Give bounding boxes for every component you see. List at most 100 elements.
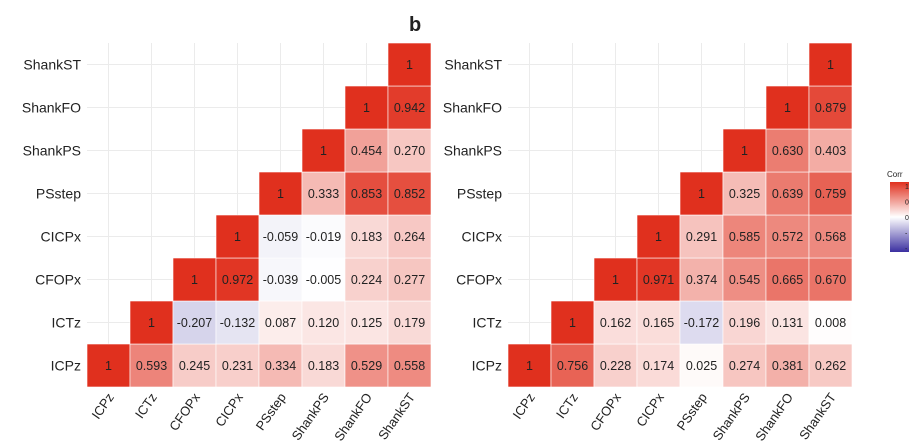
heatmap-cell — [808, 214, 853, 259]
panel-a: a10.5930.2450.2310.3340.1830.5290.5581-0… — [22, 42, 432, 444]
cell-value-label: 1 — [363, 101, 370, 115]
cell-value-label: -0.059 — [263, 230, 298, 244]
cell-value-label: 0.630 — [772, 144, 803, 158]
x-tick-label: ShankFO — [752, 390, 796, 444]
x-tick-label: ShankPS — [710, 390, 754, 443]
heatmap-cell — [679, 214, 724, 259]
y-tick-label: ShankPS — [23, 143, 81, 159]
cell-value-label: -0.172 — [684, 316, 719, 330]
cell-value-label: 1 — [406, 58, 413, 72]
x-tick-label: ShankST — [375, 390, 418, 442]
y-tick-label: ShankST — [23, 57, 81, 73]
heatmap-cell — [215, 214, 260, 259]
heatmap-cell — [636, 300, 681, 345]
heatmap-cell — [258, 343, 303, 388]
cell-value-label: -0.207 — [177, 316, 212, 330]
heatmap-cell — [765, 128, 810, 173]
cell-value-label: 0.224 — [351, 273, 382, 287]
x-tick-label: ShankFO — [331, 390, 375, 444]
y-tick-label: ShankFO — [22, 100, 81, 116]
heatmap-cell — [387, 214, 432, 259]
y-tick-label: CICPx — [41, 229, 81, 245]
heatmap-cell — [765, 343, 810, 388]
x-tick-label: CICPx — [212, 390, 246, 430]
cell-value-label: 0.196 — [729, 316, 760, 330]
cell-value-label: 0.179 — [394, 316, 425, 330]
heatmap-cell — [808, 42, 853, 87]
heatmap-cell — [808, 257, 853, 302]
cell-value-label: 0.264 — [394, 230, 425, 244]
cell-value-label: 0.087 — [265, 316, 296, 330]
y-tick-label: ICTz — [472, 315, 502, 331]
cell-value-label: 0.585 — [729, 230, 760, 244]
cell-value-label: 1 — [827, 58, 834, 72]
cell-value-label: 0.454 — [351, 144, 382, 158]
heatmap-cell — [387, 85, 432, 130]
heatmap-cell — [722, 214, 767, 259]
x-tick-label: ShankST — [796, 390, 839, 442]
cell-value-label: 0.403 — [815, 144, 846, 158]
cell-value-label: 0.183 — [308, 359, 339, 373]
cell-value-label: 0.228 — [600, 359, 631, 373]
heatmap-cell — [722, 300, 767, 345]
heatmap-cell — [808, 300, 853, 345]
y-tick-label: PSstep — [457, 186, 502, 202]
cell-value-label: -0.039 — [263, 273, 298, 287]
heatmap-cell — [344, 85, 389, 130]
heatmap-cell — [387, 42, 432, 87]
x-tick-label: PSstep — [253, 390, 289, 433]
x-tick-label: ICPz — [510, 390, 538, 422]
cell-value-label: 0.374 — [686, 273, 717, 287]
cell-value-label: 0.971 — [643, 273, 674, 287]
cell-value-label: 1 — [191, 273, 198, 287]
y-tick-label: ICTz — [51, 315, 81, 331]
cell-value-label: 0.670 — [815, 273, 846, 287]
cell-value-label: 1 — [612, 273, 619, 287]
cell-value-label: 1 — [148, 316, 155, 330]
heatmap-cell — [679, 257, 724, 302]
heatmap-cell — [301, 343, 346, 388]
heatmap-cell — [344, 128, 389, 173]
heatmap-cell — [679, 300, 724, 345]
heatmap-cell — [722, 128, 767, 173]
cell-value-label: 0.333 — [308, 187, 339, 201]
cell-value-label: 0.277 — [394, 273, 425, 287]
cell-value-label: 0.853 — [351, 187, 382, 201]
y-tick-label: ShankST — [444, 57, 502, 73]
cell-value-label: 1 — [569, 316, 576, 330]
heatmap-cell — [765, 257, 810, 302]
x-tick-label: ICPz — [89, 390, 117, 422]
cell-value-label: 0.131 — [772, 316, 803, 330]
heatmap-cell — [86, 343, 131, 388]
cell-value-label: 0.879 — [815, 101, 846, 115]
cell-value-label: 0.008 — [815, 316, 846, 330]
legend-tick-label: 0 — [905, 215, 909, 222]
heatmap-cell — [258, 300, 303, 345]
heatmap-cell — [215, 300, 260, 345]
x-tick-label: ICTz — [553, 390, 581, 421]
cell-value-label: 0.529 — [351, 359, 382, 373]
legend-tick-label: - — [905, 231, 908, 238]
cell-value-label: 0.183 — [351, 230, 382, 244]
heatmap-cell — [593, 300, 638, 345]
cell-value-label: 0.270 — [394, 144, 425, 158]
heatmap-cell — [344, 300, 389, 345]
heatmap-cell — [679, 171, 724, 216]
heatmap-cell — [129, 300, 174, 345]
legend-tick-label: - — [905, 246, 908, 253]
y-tick-label: CFOPx — [456, 272, 502, 288]
heatmap-cell — [550, 300, 595, 345]
panel-label: b — [409, 14, 421, 36]
heatmap-cell — [679, 343, 724, 388]
cell-value-label: 0.593 — [136, 359, 167, 373]
x-tick-label: CICPx — [633, 390, 667, 430]
y-tick-label: ShankPS — [444, 143, 502, 159]
heatmap-cell — [215, 257, 260, 302]
cell-value-label: 0.665 — [772, 273, 803, 287]
x-tick-label: CFOPx — [587, 390, 624, 434]
cell-value-label: 0.334 — [265, 359, 296, 373]
cell-value-label: 1 — [784, 101, 791, 115]
heatmap-cell — [301, 171, 346, 216]
heatmap-cell — [129, 343, 174, 388]
legend-tick-label: 1 — [905, 184, 909, 191]
